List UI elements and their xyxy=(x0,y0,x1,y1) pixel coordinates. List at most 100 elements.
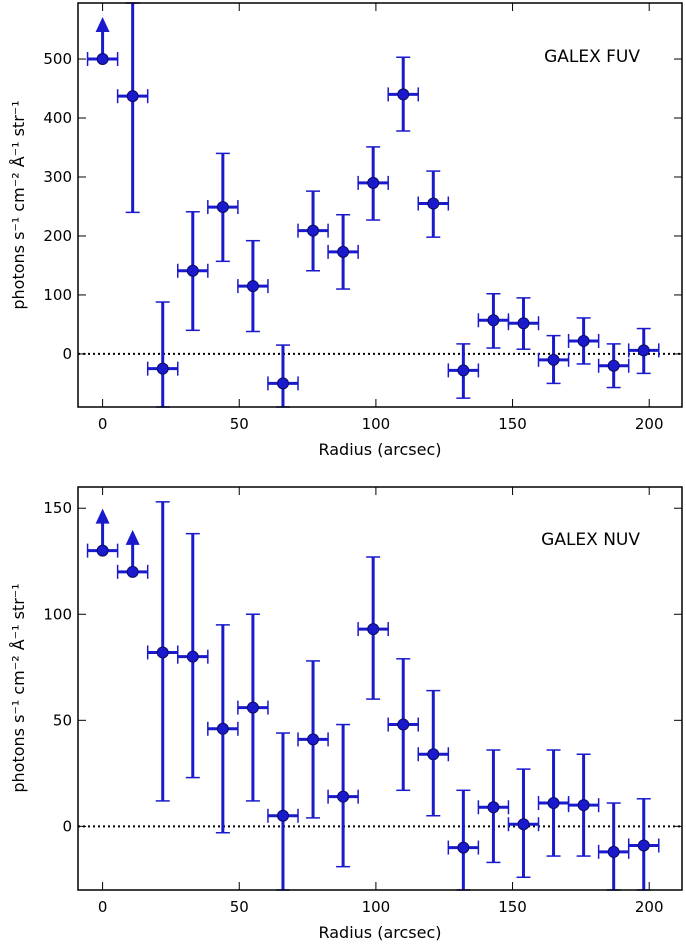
nuv-marker xyxy=(246,701,259,714)
nuv-data-point xyxy=(387,658,420,792)
nuv-data-point xyxy=(327,723,359,868)
nuv-x-axis-label: Radius (arcsec) xyxy=(318,923,441,942)
fuv-marker xyxy=(276,377,289,390)
fuv-data-point xyxy=(387,56,420,132)
nuv-y-tick-label: 0 xyxy=(62,817,72,835)
fuv-marker xyxy=(577,334,590,347)
fuv-axes-frame xyxy=(77,2,683,408)
nuv-marker xyxy=(216,722,229,735)
fuv-y-tick-label: 300 xyxy=(43,168,72,186)
fuv-data-point xyxy=(507,297,540,350)
nuv-marker xyxy=(547,797,560,810)
nuv-x-tick-label: 200 xyxy=(635,898,664,916)
fuv-marker xyxy=(457,364,470,377)
nuv-data-points xyxy=(86,501,660,891)
nuv-data-point xyxy=(146,501,179,802)
fuv-marker xyxy=(96,53,109,66)
fuv-ticks: 0 50 100 150 200 0 100 200 300 400 500 xyxy=(43,3,682,433)
fuv-marker xyxy=(216,201,229,214)
nuv-marker xyxy=(307,733,320,746)
fuv-marker xyxy=(246,280,259,293)
nuv-marker xyxy=(156,646,169,659)
fuv-data-point xyxy=(237,239,269,333)
fuv-data-point xyxy=(86,17,119,67)
nuv-marker xyxy=(457,841,470,854)
fuv-marker xyxy=(367,176,380,189)
fuv-data-point xyxy=(116,2,149,214)
fuv-data-point xyxy=(567,317,600,365)
nuv-data-point xyxy=(597,802,630,891)
fuv-x-tick-label: 100 xyxy=(362,415,391,433)
fuv-data-point xyxy=(597,343,630,389)
fuv-data-point xyxy=(357,146,389,221)
nuv-data-point xyxy=(447,789,480,891)
fuv-marker xyxy=(307,224,320,237)
nuv-marker xyxy=(427,748,440,761)
nuv-marker xyxy=(577,799,590,812)
nuv-data-point xyxy=(207,624,239,834)
nuv-data-point xyxy=(507,768,540,879)
nuv-data-point xyxy=(237,613,269,802)
fuv-x-tick-label: 200 xyxy=(635,415,664,433)
nuv-axes-frame xyxy=(77,486,683,891)
nuv-data-point xyxy=(567,753,600,857)
nuv-data-point xyxy=(417,689,450,817)
fuv-marker xyxy=(517,317,530,330)
nuv-marker xyxy=(186,650,199,663)
fuv-y-tick-label: 100 xyxy=(43,286,72,304)
fuv-x-tick-label: 150 xyxy=(498,415,527,433)
nuv-ticks: 0 50 100 150 200 0 50 100 150 xyxy=(43,487,682,916)
nuv-marker xyxy=(276,809,289,822)
nuv-limit-arrow-head xyxy=(95,508,110,524)
nuv-marker xyxy=(367,623,380,636)
nuv-marker xyxy=(487,801,500,814)
fuv-panel-label: GALEX FUV xyxy=(544,47,640,67)
nuv-x-tick-label: 150 xyxy=(498,898,527,916)
nuv-marker xyxy=(607,845,620,858)
fuv-marker xyxy=(126,90,139,103)
fuv-marker xyxy=(337,245,350,258)
nuv-data-point xyxy=(177,532,209,779)
fuv-y-tick-label: 200 xyxy=(43,227,72,245)
fuv-marker xyxy=(156,362,169,375)
nuv-limit-arrow-head xyxy=(125,529,140,545)
fuv-marker xyxy=(637,344,650,357)
nuv-marker xyxy=(96,544,109,557)
fuv-data-point xyxy=(327,213,359,290)
fuv-x-tick-label: 0 xyxy=(98,415,108,433)
fuv-x-axis-label: Radius (arcsec) xyxy=(318,440,441,459)
nuv-panel: 0 50 100 150 200 0 50 100 150 GALEX NUV Radius (… xyxy=(9,486,683,942)
fuv-y-tick-label: 500 xyxy=(43,50,72,68)
fuv-y-tick-label: 400 xyxy=(43,109,72,127)
fuv-data-point xyxy=(267,344,299,408)
nuv-marker xyxy=(337,790,350,803)
fuv-y-tick-label: 0 xyxy=(62,345,72,363)
nuv-marker xyxy=(637,839,650,852)
nuv-marker xyxy=(397,718,410,731)
nuv-data-point xyxy=(116,529,149,579)
fuv-data-point xyxy=(627,327,660,375)
fuv-data-point xyxy=(447,343,480,399)
nuv-data-point xyxy=(297,660,329,819)
nuv-data-point xyxy=(627,798,660,891)
nuv-data-point xyxy=(267,732,299,891)
fuv-data-point xyxy=(297,190,329,272)
fuv-data-point xyxy=(207,152,239,263)
fuv-data-point xyxy=(477,293,510,349)
nuv-data-point xyxy=(537,749,570,857)
nuv-data-point xyxy=(86,508,119,558)
fuv-x-tick-label: 50 xyxy=(230,415,249,433)
fuv-marker xyxy=(186,264,199,277)
fuv-limit-arrow-head xyxy=(95,17,110,33)
fuv-marker xyxy=(427,197,440,210)
fuv-data-point xyxy=(537,334,570,385)
nuv-x-tick-label: 50 xyxy=(230,898,249,916)
nuv-y-tick-label: 100 xyxy=(43,605,72,623)
nuv-marker xyxy=(517,818,530,831)
nuv-data-point xyxy=(477,749,510,864)
nuv-marker xyxy=(126,565,139,578)
fuv-data-point xyxy=(417,170,450,238)
nuv-x-tick-label: 100 xyxy=(362,898,391,916)
nuv-panel-label: GALEX NUV xyxy=(541,530,640,550)
